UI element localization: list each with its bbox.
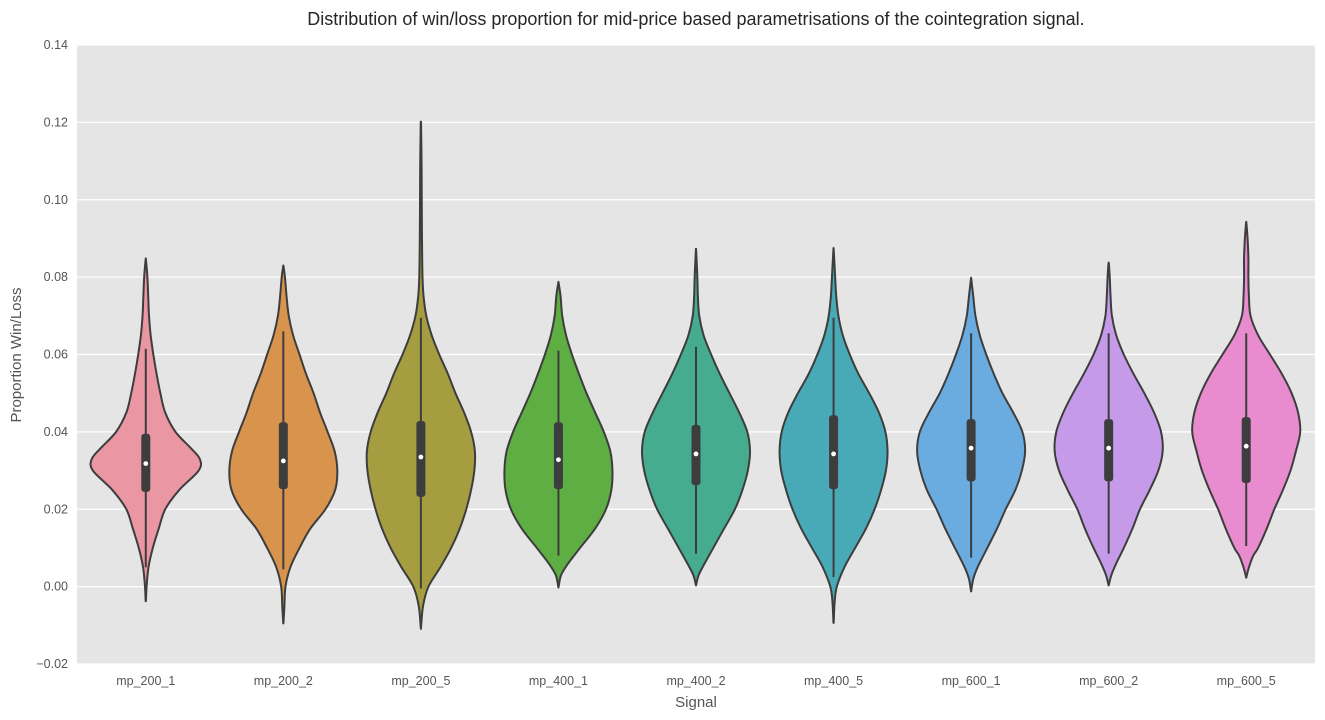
y-tick-label: −0.02 <box>36 657 68 671</box>
x-tick-label: mp_200_2 <box>254 674 313 688</box>
violins <box>89 120 1302 630</box>
violin-mp_200_5 <box>365 120 477 630</box>
x-tick-label: mp_200_1 <box>116 674 175 688</box>
median-point <box>280 458 286 464</box>
violin-mp_200_2 <box>228 264 339 625</box>
median-point <box>831 451 836 457</box>
y-tick-label: 0.04 <box>44 425 68 439</box>
y-tick-label: 0.08 <box>44 270 68 284</box>
x-tick-label: mp_400_5 <box>804 674 863 688</box>
median-point <box>556 457 561 463</box>
y-tick-label: 0.02 <box>44 502 68 516</box>
violin-mp_600_5 <box>1191 220 1302 579</box>
y-tick-labels: −0.02 0.00 0.02 0.04 0.06 0.08 0.10 0.12 0.14 <box>36 38 68 671</box>
x-tick-label: mp_200_5 <box>391 674 450 688</box>
x-tick-label: mp_400_1 <box>529 674 588 688</box>
y-tick-label: 0.14 <box>44 38 68 52</box>
violin-mp_400_5 <box>778 247 889 624</box>
y-tick-label: 0.10 <box>44 193 68 207</box>
median-point <box>418 454 424 460</box>
median-point <box>693 451 699 457</box>
y-tick-label: 0.06 <box>44 348 68 362</box>
violin-mp_600_1 <box>916 276 1027 593</box>
violin-mp_600_2 <box>1053 261 1164 587</box>
x-tick-label: mp_600_2 <box>1079 674 1138 688</box>
iqr-box <box>1241 417 1251 483</box>
y-tick-label: 0.00 <box>44 580 68 594</box>
y-axis-label: Proportion Win/Loss <box>8 287 25 422</box>
violin-mp_400_2 <box>640 247 752 587</box>
x-tick-label: mp_400_2 <box>666 674 725 688</box>
violin-mp_400_1 <box>503 280 614 589</box>
x-axis-label: Signal <box>675 694 717 711</box>
median-point <box>1106 445 1112 451</box>
median-point <box>143 461 149 466</box>
x-tick-label: mp_600_1 <box>942 674 1001 688</box>
iqr-box <box>278 422 288 490</box>
chart-title: Distribution of win/loss proportion for … <box>307 9 1084 29</box>
iqr-box <box>553 422 563 490</box>
y-tick-label: 0.12 <box>44 115 68 129</box>
x-tick-label: mp_600_5 <box>1217 674 1276 688</box>
median-point <box>968 445 974 451</box>
x-tick-labels: mp_200_1 mp_200_2 mp_200_5 mp_400_1 mp_400_2… <box>116 674 1276 688</box>
median-point <box>1243 443 1249 449</box>
violin-mp_200_1 <box>89 257 203 603</box>
